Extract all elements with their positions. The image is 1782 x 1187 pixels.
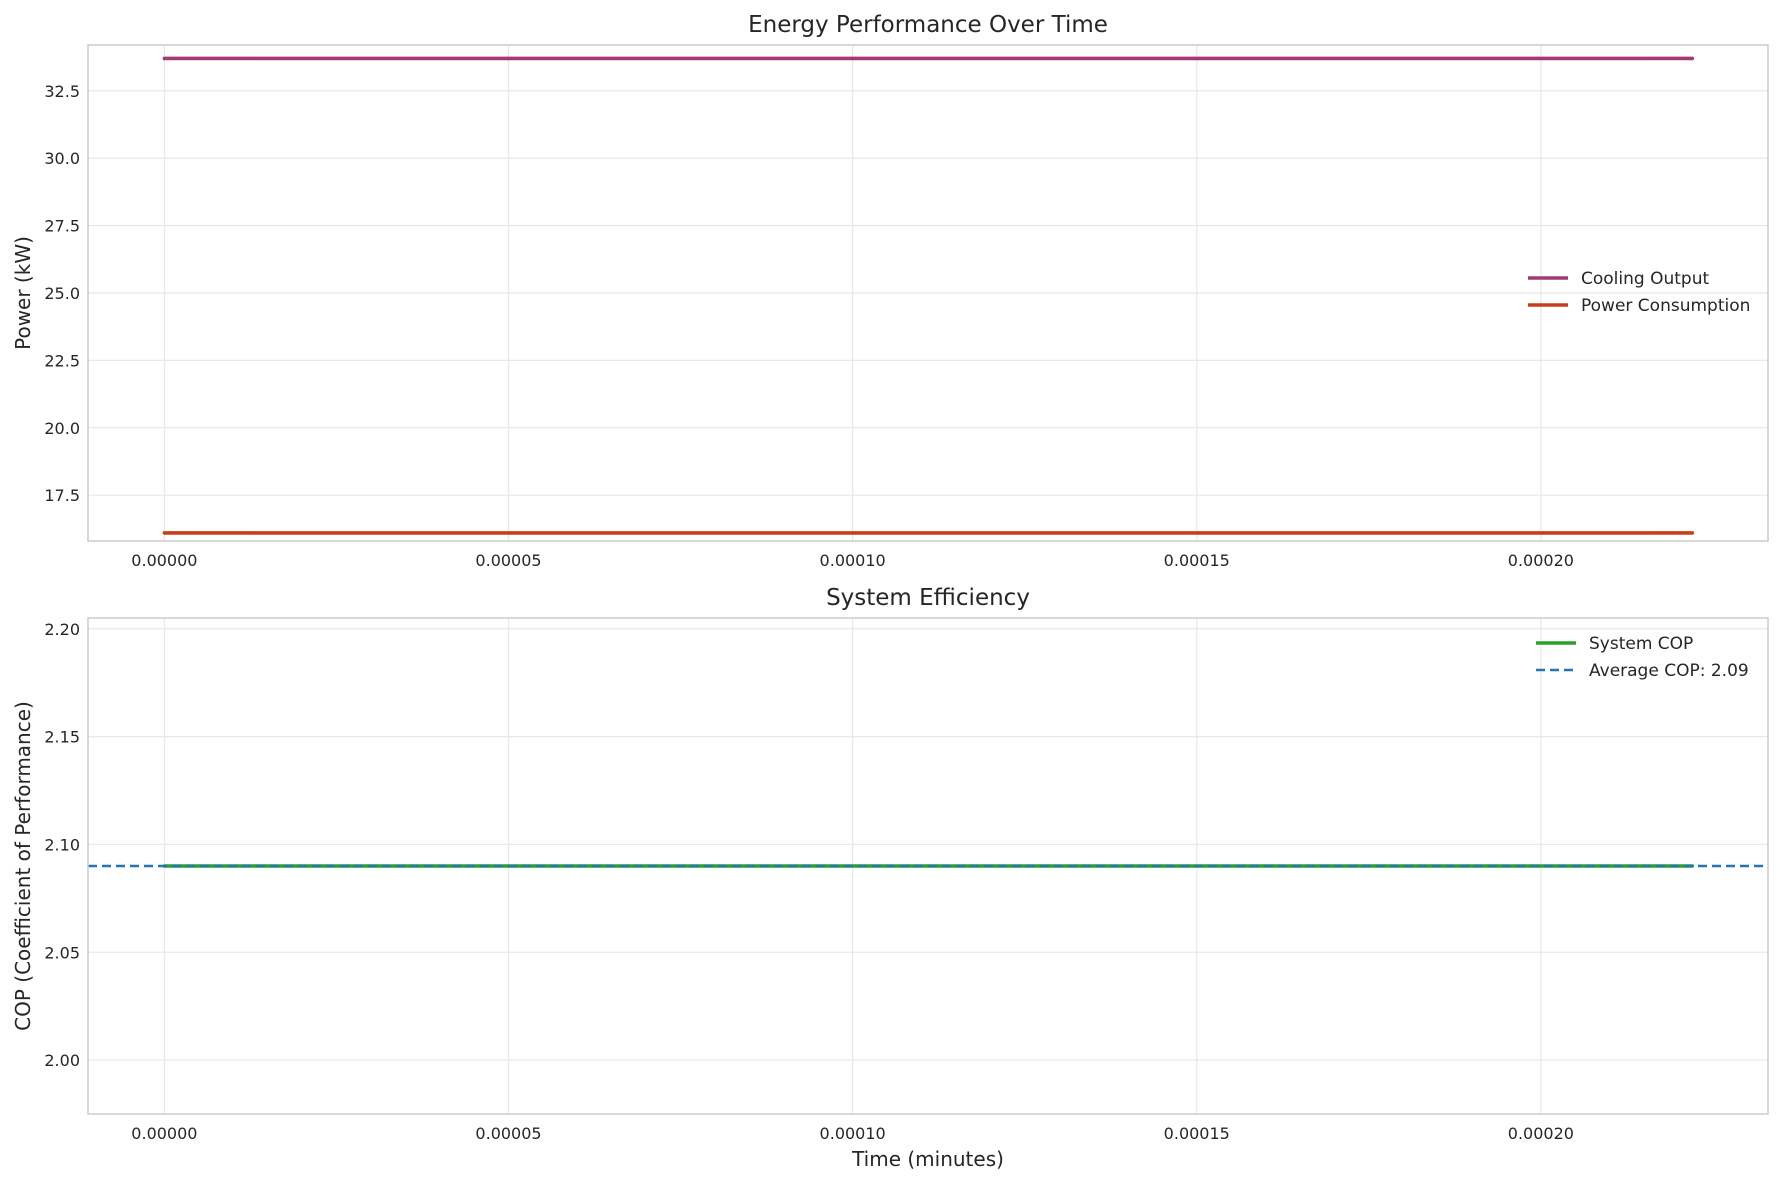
x-tick-label: 0.00020 [1508, 1124, 1574, 1143]
y-tick-label: 20.0 [44, 419, 80, 438]
subplot-2: 0.00000 0.00005 0.00010 0.00015 0.00020 2.00 2… [11, 585, 1769, 1171]
y-axis-label: COP (Coefficient of Performance) [11, 701, 35, 1031]
x-tick-label: 0.00015 [1164, 1124, 1230, 1143]
legend: Cooling Output Power Consumption [1528, 269, 1750, 316]
y-tick-label: 27.5 [44, 217, 80, 236]
x-tick-label: 0.00005 [475, 551, 541, 570]
y-tick-label: 32.5 [44, 82, 80, 101]
y-tick-label: 2.15 [44, 728, 80, 747]
y-tick-label: 30.0 [44, 149, 80, 168]
y-tick-label: 22.5 [44, 351, 80, 370]
y-tick-label: 17.5 [44, 486, 80, 505]
x-tick-label: 0.00005 [475, 1124, 541, 1143]
x-tick-label: 0.00010 [820, 1124, 886, 1143]
legend-label: Power Consumption [1581, 296, 1750, 316]
x-tick-label: 0.00000 [131, 1124, 197, 1143]
y-tick-label: 2.00 [44, 1051, 80, 1070]
y-tick-label: 25.0 [44, 284, 80, 303]
legend-label: System COP [1589, 634, 1693, 654]
subplot-1: 0.00000 0.00005 0.00010 0.00015 0.00020 17.5 2… [11, 12, 1769, 570]
x-tick-label: 0.00015 [1164, 551, 1230, 570]
chart-title: Energy Performance Over Time [748, 12, 1108, 38]
y-tick-label: 2.05 [44, 943, 80, 962]
axes-frame [87, 617, 1769, 1115]
x-tick-label: 0.00020 [1508, 551, 1574, 570]
y-tick-label: 2.20 [44, 620, 80, 639]
y-tick-label: 2.10 [44, 835, 80, 854]
legend-label: Cooling Output [1581, 269, 1709, 289]
chart-title: System Efficiency [826, 585, 1030, 611]
legend: System COP Average COP: 2.09 [1536, 634, 1749, 681]
legend-label: Average COP: 2.09 [1589, 661, 1749, 681]
x-tick-label: 0.00010 [820, 551, 886, 570]
x-tick-label: 0.00000 [131, 551, 197, 570]
axes-frame [87, 44, 1769, 542]
x-axis-label: Time (minutes) [851, 1147, 1004, 1171]
y-axis-label: Power (kW) [11, 236, 35, 350]
